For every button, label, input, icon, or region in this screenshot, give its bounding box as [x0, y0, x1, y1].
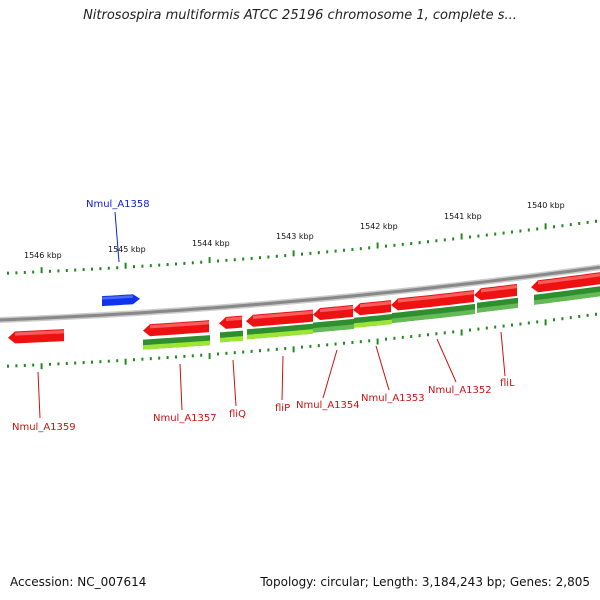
cds-fliq-shade: [220, 336, 243, 343]
leader-nmul-a1352: [436, 338, 457, 383]
map-title: Nitrosospira multiformis ATCC 25196 chro…: [83, 8, 517, 23]
kbp-label-1541: 1541 kbp: [444, 212, 482, 221]
gene-label-nmul-a1357[interactable]: Nmul_A1357: [153, 413, 217, 424]
inner-tick-track: [7, 312, 597, 370]
leader-nmul-a1359: [37, 371, 41, 419]
label-leader-lines: [37, 211, 506, 419]
kbp-label-1544: 1544 kbp: [192, 239, 230, 248]
gene-nmul-a1353-highlight: [360, 301, 391, 308]
cds-nmul-a1353-shade: [354, 319, 392, 328]
leader-flip: [281, 355, 284, 401]
gene-label-nmul-a1358[interactable]: Nmul_A1358: [86, 199, 150, 210]
cds-flip-shade: [247, 329, 313, 340]
kbp-label-1540: 1540 kbp: [527, 201, 565, 210]
cds-nmul-a1357-shade: [143, 340, 210, 350]
leader-nmul-a1358: [114, 211, 120, 263]
gene-label-fliq[interactable]: fliQ: [229, 409, 246, 420]
gene-label-nmul-a1353[interactable]: Nmul_A1353: [361, 393, 425, 404]
leader-nmul-a1353: [375, 345, 390, 391]
gene-flip-highlight: [253, 310, 313, 319]
backbone-line: [0, 265, 600, 322]
cds-flil-shade: [477, 303, 518, 313]
kbp-label-1543: 1543 kbp: [276, 232, 314, 241]
leader-nmul-a1354: [322, 349, 338, 399]
gene-features: [8, 272, 600, 350]
kbp-label-1542: 1542 kbp: [360, 222, 398, 231]
cds-next-shade: [534, 291, 600, 305]
gene-label-nmul-a1352[interactable]: Nmul_A1352: [428, 385, 492, 396]
gene-label-nmul-a1359[interactable]: Nmul_A1359: [12, 422, 76, 433]
kbp-label-1545: 1545 kbp: [108, 245, 146, 254]
gene-nmul-a1358-highlight: [102, 295, 133, 300]
accession-text: Accession: NC_007614: [10, 575, 147, 589]
genome-backbone: [0, 264, 600, 323]
gene-flil-highlight: [481, 284, 517, 293]
leader-nmul-a1357: [179, 363, 183, 411]
leader-fliq: [232, 359, 237, 407]
gene-nmul-a1359-highlight: [15, 330, 64, 336]
gene-nmul-a1357-highlight: [150, 321, 209, 329]
genome-summary-text: Topology: circular; Length: 3,184,243 bp…: [260, 575, 590, 589]
gene-label-flip[interactable]: fliP: [275, 403, 290, 414]
cds-nmul-a1352-shade: [392, 309, 475, 323]
cds-nmul-a1354-shade: [313, 324, 354, 333]
gene-label-nmul-a1354[interactable]: Nmul_A1354: [296, 400, 360, 411]
leader-flil: [500, 331, 506, 377]
gene-next-highlight: [538, 273, 600, 285]
gene-nmul-a1352-highlight: [398, 291, 474, 303]
outer-tick-track: [7, 219, 597, 275]
kbp-label-1546: 1546 kbp: [24, 251, 62, 260]
gene-nmul-a1354-highlight: [320, 305, 353, 313]
gene-fliq-highlight: [226, 316, 242, 322]
gene-label-flil[interactable]: fliL: [500, 378, 515, 389]
